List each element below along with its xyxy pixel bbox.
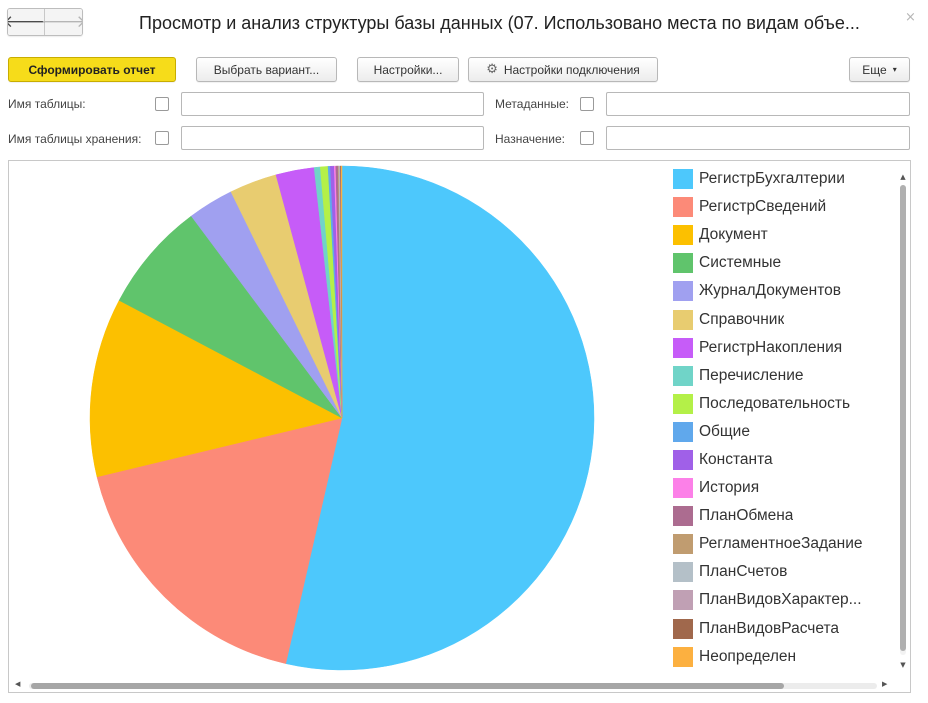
legend-label: РегистрНакопления <box>699 338 843 356</box>
pie-slice[interactable] <box>285 165 595 671</box>
pie-chart <box>89 165 595 671</box>
legend-swatch <box>673 281 693 302</box>
chevron-down-icon: ▾ <box>892 65 897 74</box>
legend-swatch <box>673 393 693 414</box>
legend-item: Неопределен <box>673 643 895 671</box>
legend-swatch <box>673 618 693 639</box>
vertical-scroll-thumb[interactable] <box>900 185 906 651</box>
legend-swatch <box>673 590 693 611</box>
legend-item: ПланВидовРасчета <box>673 615 895 643</box>
purpose-checkbox[interactable] <box>580 131 594 145</box>
legend-label: Документ <box>699 226 768 244</box>
more-button[interactable]: Еще ▾ <box>849 57 910 82</box>
legend-swatch <box>673 337 693 358</box>
scroll-right-icon[interactable]: ▶ <box>882 680 888 688</box>
table-name-label: Имя таблицы: <box>8 97 86 111</box>
legend-label: Системные <box>699 254 782 272</box>
connection-settings-label: Настройки подключения <box>503 62 640 77</box>
table-name-checkbox[interactable] <box>155 97 169 111</box>
legend-label: ЖурналДокументов <box>699 282 841 300</box>
legend-swatch <box>673 421 693 442</box>
legend-item: Последовательность <box>673 390 895 418</box>
scroll-down-icon[interactable]: ▼ <box>900 661 906 669</box>
chart-legend: РегистрБухгалтерии РегистрСведений Докумен… <box>673 165 895 671</box>
legend-swatch <box>673 562 693 583</box>
vertical-scrollbar[interactable]: ▲ ▼ <box>898 173 908 673</box>
more-label: Еще <box>862 62 887 77</box>
legend-item: Справочник <box>673 305 895 333</box>
legend-swatch <box>673 449 693 470</box>
legend-item: РегламентноеЗадание <box>673 530 895 558</box>
purpose-label: Назначение: <box>495 132 566 146</box>
legend-swatch <box>673 225 693 246</box>
legend-label: ПланСчетов <box>699 563 788 581</box>
legend-label: Последовательность <box>699 394 851 412</box>
connection-settings-button[interactable]: ⚙ Настройки подключения <box>468 57 658 82</box>
legend-item: РегистрНакопления <box>673 334 895 362</box>
legend-label: ПланВидовХарактер... <box>699 591 862 609</box>
legend-item: РегистрСведений <box>673 193 895 221</box>
generate-report-button[interactable]: Сформировать отчет <box>8 57 176 82</box>
settings-button[interactable]: Настройки... <box>357 57 459 82</box>
legend-swatch <box>673 534 693 555</box>
choose-variant-button[interactable]: Выбрать вариант... <box>196 57 337 82</box>
legend-item: ЖурналДокументов <box>673 277 895 305</box>
legend-item: Документ <box>673 221 895 249</box>
legend-item: История <box>673 474 895 502</box>
storage-table-name-label: Имя таблицы хранения: <box>8 132 142 146</box>
pie-slice[interactable] <box>96 417 343 664</box>
legend-label: ПланВидовРасчета <box>699 619 840 637</box>
legend-label: РегистрСведений <box>699 198 827 216</box>
legend-swatch <box>673 506 693 527</box>
purpose-field[interactable] <box>606 126 910 150</box>
forward-arrow-icon[interactable]: 🡒 <box>41 9 82 35</box>
navigation-buttons: 🡐 🡒 <box>7 8 83 36</box>
legend-item: ПланСчетов <box>673 558 895 586</box>
legend-label: Константа <box>699 450 773 468</box>
pie-slice[interactable] <box>89 300 343 478</box>
legend-label: Неопределен <box>699 647 797 665</box>
table-name-field[interactable] <box>181 92 484 116</box>
pie-slice[interactable] <box>118 215 343 419</box>
legend-swatch <box>673 646 693 667</box>
legend-label: Справочник <box>699 310 785 328</box>
legend-item: Общие <box>673 418 895 446</box>
legend-swatch <box>673 169 693 190</box>
chart-area: РегистрБухгалтерии РегистрСведений Докумен… <box>8 160 911 693</box>
close-icon[interactable]: × <box>905 10 916 25</box>
legend-swatch <box>673 478 693 499</box>
legend-label: РегистрБухгалтерии <box>699 170 845 188</box>
legend-item: Перечисление <box>673 362 895 390</box>
metadata-label: Метаданные: <box>495 97 570 111</box>
legend-item: РегистрБухгалтерии <box>673 165 895 193</box>
legend-swatch <box>673 253 693 274</box>
legend-item: ПланВидовХарактер... <box>673 586 895 614</box>
legend-item: ПланОбмена <box>673 502 895 530</box>
legend-swatch <box>673 197 693 218</box>
metadata-checkbox[interactable] <box>580 97 594 111</box>
legend-label: ПланОбмена <box>699 507 794 525</box>
pie-slice[interactable] <box>340 165 343 419</box>
legend-label: Общие <box>699 422 750 440</box>
scroll-up-icon[interactable]: ▲ <box>900 173 906 181</box>
horizontal-scroll-thumb[interactable] <box>31 683 784 689</box>
metadata-field[interactable] <box>606 92 910 116</box>
legend-item: Константа <box>673 446 895 474</box>
horizontal-scrollbar[interactable]: ◀ ▶ <box>15 680 891 690</box>
legend-item: Системные <box>673 249 895 277</box>
legend-swatch <box>673 365 693 386</box>
storage-table-name-checkbox[interactable] <box>155 131 169 145</box>
storage-table-name-field[interactable] <box>181 126 484 150</box>
gear-icon: ⚙ <box>486 62 498 77</box>
legend-label: Перечисление <box>699 366 804 384</box>
window-title: Просмотр и анализ структуры базы данных … <box>139 13 860 33</box>
legend-label: История <box>699 479 760 497</box>
scroll-left-icon[interactable]: ◀ <box>15 680 21 688</box>
legend-swatch <box>673 309 693 330</box>
back-arrow-icon[interactable]: 🡐 <box>8 9 49 35</box>
legend-label: РегламентноеЗадание <box>699 535 863 553</box>
